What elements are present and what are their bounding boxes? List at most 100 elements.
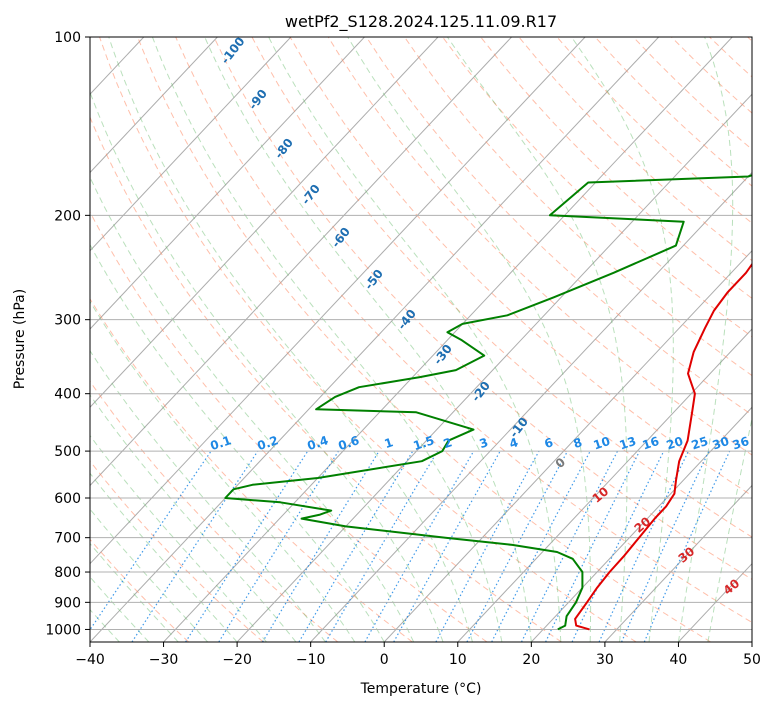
dry-adiabat-line bbox=[327, 37, 752, 456]
mixing-ratio-line bbox=[261, 450, 380, 642]
dry-adiabat-line bbox=[365, 37, 752, 416]
moist-adiabat-line bbox=[90, 434, 267, 642]
mixing-ratio-line bbox=[643, 450, 731, 642]
isotherm-line bbox=[0, 37, 70, 642]
mixing-ratio-label: 4 bbox=[508, 435, 520, 451]
moist-adiabat-line bbox=[90, 300, 356, 642]
mixing-ratio-label: 2 bbox=[442, 435, 454, 451]
mixing-ratio-label: 1 bbox=[383, 435, 395, 451]
mixing-ratio-line bbox=[393, 450, 501, 642]
mixing-ratio-line bbox=[435, 450, 540, 642]
x-tick-label: −20 bbox=[222, 652, 252, 668]
mixing-ratio-label: 25 bbox=[690, 434, 710, 452]
y-tick-label: 100 bbox=[54, 30, 81, 46]
mixing-ratio-label: 0.6 bbox=[336, 433, 361, 453]
y-tick-label: 300 bbox=[54, 313, 81, 329]
mixing-ratio-line bbox=[545, 450, 641, 642]
dry-adiabat-line bbox=[404, 37, 752, 377]
isotherm-line bbox=[457, 328, 752, 642]
isotherm-line bbox=[90, 37, 218, 174]
isotherm-line bbox=[751, 641, 752, 642]
x-tick-label: 50 bbox=[743, 652, 761, 668]
dry-adiabat-line bbox=[90, 460, 264, 642]
dry-adiabat-line bbox=[90, 297, 413, 642]
moist-adiabat-line bbox=[151, 37, 503, 642]
mixing-ratio-label: 10 bbox=[592, 434, 612, 452]
mixing-ratio-label: 8 bbox=[572, 435, 584, 451]
isotherm-line bbox=[163, 37, 733, 642]
moist-adiabat-line bbox=[268, 37, 562, 642]
y-tick-label: 600 bbox=[54, 491, 81, 507]
mixing-ratio-label: 20 bbox=[665, 434, 685, 452]
background-lines bbox=[0, 37, 752, 642]
moist-adiabat-line bbox=[108, 37, 473, 642]
isotherm-line bbox=[310, 171, 752, 642]
moist-adiabat-line bbox=[347, 37, 592, 642]
moist-adiabat-line bbox=[90, 349, 326, 642]
chart-title: wetPf2_S128.2024.125.11.09.R17 bbox=[285, 12, 557, 32]
dry-adiabat-line bbox=[90, 115, 562, 642]
mixing-ratio-label: 30 bbox=[711, 434, 731, 452]
mixing-ratio-label: 0.4 bbox=[305, 433, 330, 453]
moist-adiabat-line bbox=[446, 37, 628, 642]
x-tick-label: 30 bbox=[596, 652, 614, 668]
mixing-ratio-line bbox=[90, 450, 212, 631]
y-tick-label: 800 bbox=[54, 565, 81, 581]
moist-adiabat-line bbox=[90, 90, 444, 642]
profile-lines bbox=[224, 174, 752, 631]
moist-adiabat-line bbox=[90, 394, 297, 642]
x-tick-label: −40 bbox=[75, 652, 105, 668]
dry-adiabat-line bbox=[137, 37, 711, 642]
y-tick-label: 900 bbox=[54, 595, 81, 611]
dewpoint-profile bbox=[224, 174, 752, 631]
isotherm-line bbox=[90, 37, 292, 252]
dry-adiabat-line bbox=[90, 538, 189, 642]
moist-adiabat-line bbox=[677, 37, 734, 642]
y-tick-label: 200 bbox=[54, 208, 81, 224]
isotherm-line bbox=[604, 484, 752, 642]
isotherm-line bbox=[90, 37, 586, 565]
isotherm-line bbox=[90, 37, 439, 408]
moist-adiabat-line bbox=[571, 37, 674, 642]
x-axis-ticks: −40 −30 −20 −10 0 10 20 30 40 50 bbox=[75, 642, 761, 668]
temperature-profile bbox=[574, 262, 752, 631]
plot-background bbox=[90, 37, 752, 642]
mixing-ratio-label: 6 bbox=[543, 435, 555, 451]
x-axis-title: Temperature (°C) bbox=[360, 681, 482, 697]
x-tick-label: 40 bbox=[670, 652, 688, 668]
x-tick-label: 10 bbox=[449, 652, 467, 668]
mixing-ratio-label: 0.2 bbox=[255, 433, 280, 453]
y-tick-label: 400 bbox=[54, 387, 81, 403]
mixing-ratio-label: 16 bbox=[641, 434, 661, 452]
dry-adiabat-line bbox=[90, 210, 488, 642]
x-tick-label: −30 bbox=[149, 652, 179, 668]
plot-frame bbox=[89, 36, 753, 643]
y-tick-label: 1000 bbox=[45, 622, 81, 638]
mixing-ratio-label: 3 bbox=[478, 435, 490, 451]
y-axis-title: Pressure (hPa) bbox=[12, 289, 28, 389]
isotherm-line bbox=[90, 37, 512, 487]
y-tick-label: 700 bbox=[54, 531, 81, 547]
mixing-ratio-label: 13 bbox=[618, 434, 638, 452]
mixing-ratio-label: 36 bbox=[731, 434, 751, 452]
mixing-ratio-label: 0.1 bbox=[208, 433, 233, 453]
moist-adiabat-line bbox=[90, 243, 385, 642]
x-tick-label: 20 bbox=[522, 652, 540, 668]
isotherm-line bbox=[90, 37, 660, 642]
moist-adiabat-line bbox=[707, 416, 752, 642]
x-tick-label: −10 bbox=[296, 652, 326, 668]
moist-adiabat-line bbox=[204, 37, 532, 642]
dry-adiabat-line bbox=[175, 37, 752, 624]
isotherm-line bbox=[530, 406, 752, 642]
y-tick-label: 500 bbox=[54, 444, 81, 460]
mixing-ratio-label: 1.5 bbox=[411, 433, 436, 453]
mixing-ratio-line bbox=[520, 450, 619, 642]
pressure-gridlines bbox=[90, 37, 752, 630]
mixing-ratio-line bbox=[185, 450, 309, 642]
dry-adiabat-line bbox=[213, 37, 752, 580]
y-axis-ticks: 1000 900 800 700 600 500 400 300 200 100 bbox=[45, 30, 90, 638]
dry-adiabat-line bbox=[289, 37, 752, 497]
mixing-ratio-line bbox=[621, 450, 710, 642]
dry-adiabat-line bbox=[99, 37, 637, 642]
